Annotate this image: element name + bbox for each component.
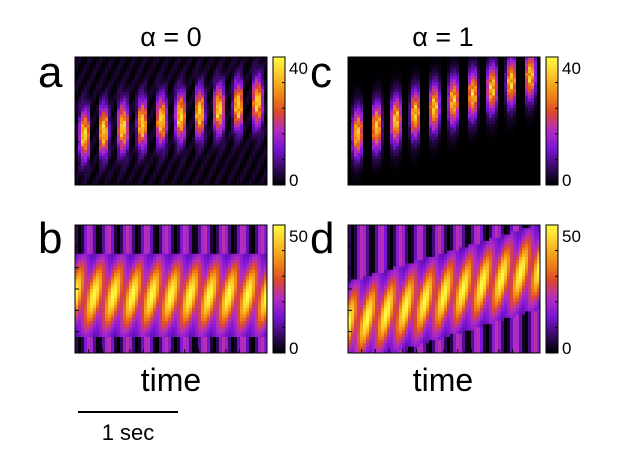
colorbar-min-label-b: 0	[289, 339, 298, 358]
colorbar-max-label-b: 50	[289, 227, 308, 246]
panel-label-a: a	[38, 48, 63, 97]
panel-label-b: b	[38, 214, 62, 263]
colorbar-max-label-c: 40	[562, 59, 581, 78]
x-axis-label-left: time	[141, 362, 201, 398]
colorbar-max-label-a: 40	[289, 59, 308, 78]
heatmap-panel-a: 40 0	[74, 56, 308, 190]
heatmap-panel-c: 40 0	[347, 56, 581, 190]
heatmap-cells-d	[348, 225, 541, 354]
heatmap-cells-c	[348, 57, 541, 186]
colorbar-a	[272, 56, 286, 186]
colorbar-c	[545, 56, 559, 186]
heatmap-panel-b: 50 0	[74, 224, 308, 358]
colorbar-d	[545, 224, 559, 354]
colorbar-min-label-d: 0	[562, 339, 571, 358]
column-title-alpha-1: α = 1	[412, 22, 473, 52]
heatmap-cells-b	[75, 225, 268, 354]
colorbar-max-label-d: 50	[562, 227, 581, 246]
panel-label-c: c	[310, 48, 332, 97]
heatmap-panel-d: 50 0	[347, 224, 581, 358]
panel-label-d: d	[310, 214, 334, 263]
scale-bar-label: 1 sec	[102, 420, 155, 445]
x-axis-label-right: time	[413, 362, 473, 398]
colorbar-min-label-a: 0	[289, 171, 298, 190]
column-title-alpha-0: α = 0	[140, 22, 201, 52]
colorbar-b	[272, 224, 286, 354]
heatmap-cells-a	[75, 57, 268, 186]
colorbar-min-label-c: 0	[562, 171, 571, 190]
